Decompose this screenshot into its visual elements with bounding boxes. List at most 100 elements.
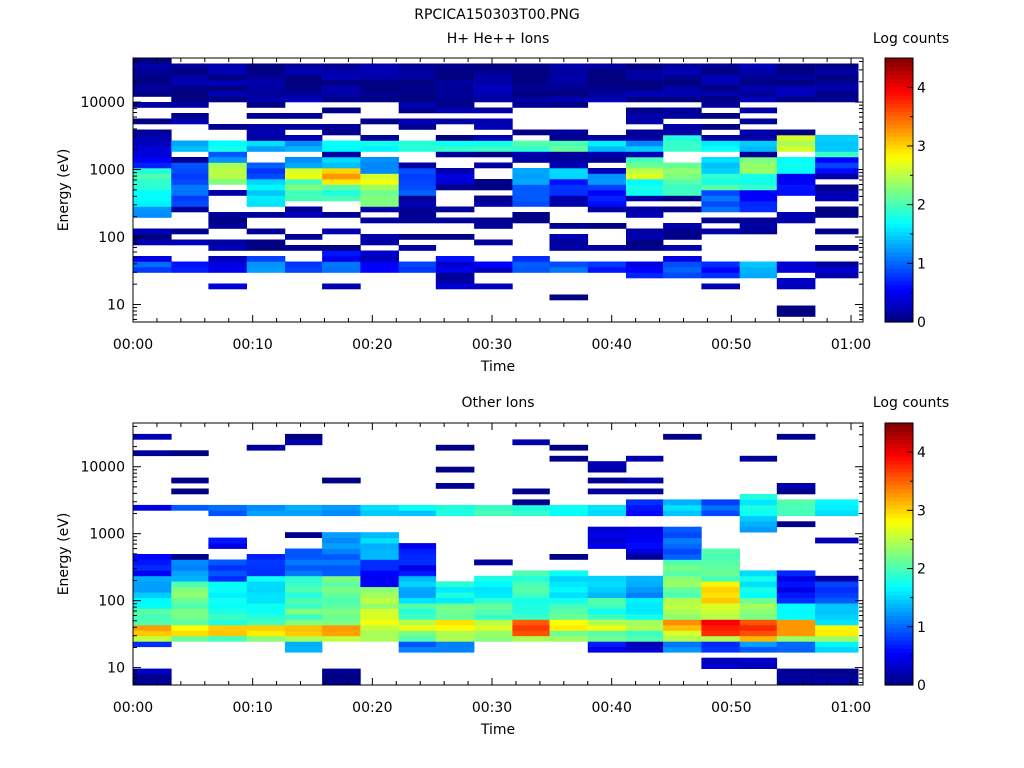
heatmap-cell	[285, 597, 323, 604]
heatmap-cell	[663, 135, 702, 141]
heatmap-cell	[663, 223, 702, 229]
heatmap-cell	[587, 532, 627, 538]
heatmap-cell	[739, 641, 778, 648]
heatmap-cell	[133, 239, 172, 246]
colorbar-swatch	[885, 672, 913, 678]
heatmap-cell	[435, 483, 475, 489]
heatmap-cell	[322, 85, 361, 92]
heatmap-cell	[739, 129, 778, 136]
colorbar: 0 1 2 3 4 Log counts	[873, 395, 949, 694]
heatmap-cell	[549, 267, 589, 273]
heatmap-cell	[701, 630, 740, 637]
figure-title: RPCICA150303T00.PNG	[414, 7, 579, 23]
heatmap-cell	[285, 190, 323, 196]
y-tick-label: 10	[107, 661, 125, 677]
heatmap-cell	[360, 261, 399, 268]
heatmap-cell	[285, 564, 323, 571]
colorbar-tick-label: 0	[917, 315, 926, 331]
heatmap-cell	[549, 96, 589, 103]
heatmap-cell	[626, 206, 664, 213]
heatmap-cell	[701, 261, 740, 268]
heatmap-cell	[171, 91, 209, 97]
heatmap-cell	[626, 614, 664, 620]
heatmap-cell	[815, 80, 859, 86]
heatmap-cell	[626, 190, 664, 196]
heatmap-cell	[512, 157, 550, 163]
heatmap-cell	[587, 184, 627, 191]
heatmap-cell	[701, 217, 740, 224]
heatmap-cell	[360, 592, 399, 598]
heatmap-cell	[663, 635, 702, 642]
heatmap-cell	[512, 195, 550, 202]
heatmap-cell	[322, 267, 361, 273]
heatmap-cell	[701, 173, 740, 180]
heatmap-cell	[171, 96, 209, 103]
heatmap-cell	[626, 261, 664, 268]
heatmap-cell	[701, 510, 740, 517]
heatmap-cell	[701, 499, 740, 506]
heatmap-cell	[663, 554, 702, 560]
heatmap-cell	[626, 239, 664, 246]
heatmap-cell	[776, 521, 816, 528]
heatmap-cell	[512, 168, 550, 174]
heatmap-cell	[133, 74, 172, 81]
colorbar-swatch	[885, 128, 913, 133]
heatmap-cell	[133, 151, 172, 158]
heatmap-cell	[208, 74, 247, 81]
heatmap-cell	[815, 674, 859, 680]
heatmap-cell	[815, 603, 859, 609]
heatmap-cell	[587, 543, 627, 549]
heatmap-cell	[739, 74, 778, 81]
heatmap-cell	[739, 592, 778, 598]
heatmap-cell	[815, 162, 859, 169]
heatmap-cell	[815, 499, 859, 506]
colorbar-swatch	[885, 223, 913, 228]
heatmap-cell	[512, 217, 550, 224]
heatmap-cell	[322, 190, 361, 196]
heatmap-cell	[133, 80, 172, 86]
heatmap-cell	[626, 85, 664, 92]
heatmap-cell	[322, 96, 361, 103]
heatmap-cell	[663, 74, 702, 81]
heatmap-cell	[171, 206, 209, 213]
heatmap-cell	[776, 179, 816, 185]
heatmap-cell	[208, 614, 247, 620]
colorbar-swatch	[885, 525, 913, 531]
heatmap-cell	[435, 85, 475, 92]
heatmap-cell	[208, 157, 247, 163]
heatmap-cell	[663, 504, 702, 511]
colorbar-swatch	[885, 439, 913, 445]
colorbar-swatch	[885, 239, 913, 245]
heatmap-cell	[587, 151, 627, 158]
colorbar-swatch	[885, 260, 913, 265]
heatmap-cell	[435, 96, 475, 103]
x-tick-label: 00:10	[232, 337, 272, 353]
heatmap-cell	[360, 85, 399, 92]
heatmap-cell	[587, 504, 627, 511]
heatmap-cell	[398, 91, 437, 97]
heatmap-cell	[246, 559, 286, 566]
heatmap-cell	[663, 91, 702, 97]
x-tick-label: 00:50	[711, 700, 751, 716]
colorbar-swatch	[885, 513, 913, 518]
heatmap-cell	[435, 168, 475, 174]
heatmap-cell	[133, 597, 172, 604]
heatmap-cell	[739, 630, 778, 637]
heatmap-cell	[133, 157, 172, 163]
heatmap-cell	[776, 85, 816, 92]
heatmap-cell	[739, 504, 778, 511]
heatmap-cell	[663, 646, 702, 653]
heatmap-cell	[626, 575, 664, 582]
heatmap-cell	[626, 477, 664, 484]
heatmap-cell	[626, 195, 664, 202]
heatmap-cell	[285, 619, 323, 626]
heatmap-cell	[549, 91, 589, 97]
heatmap-cell	[435, 267, 475, 273]
heatmap-cell	[360, 179, 399, 185]
heatmap-cell	[435, 173, 475, 180]
heatmap-cell	[815, 173, 859, 180]
heatmap-cell	[285, 245, 323, 251]
heatmap-cell	[739, 195, 778, 202]
colorbar-swatch	[885, 91, 913, 96]
heatmap-cell	[587, 592, 627, 598]
